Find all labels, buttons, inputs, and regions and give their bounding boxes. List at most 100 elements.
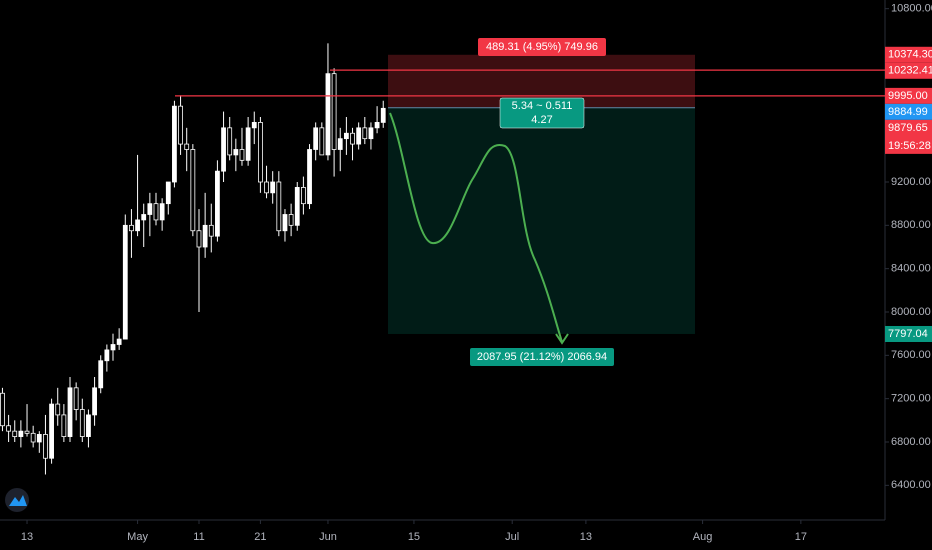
- candle-body: [319, 127, 325, 156]
- candle-body: [331, 73, 337, 150]
- target-label: 2087.95 (21.12%) 2066.94: [477, 351, 607, 363]
- candle-body: [202, 224, 208, 248]
- y-tick-label: 8000.00: [891, 306, 931, 318]
- candle-body: [196, 230, 202, 248]
- candle-body: [79, 409, 85, 437]
- candle-body: [208, 224, 214, 237]
- price-tag: [885, 62, 932, 79]
- candle-body: [251, 122, 257, 129]
- candle-body: [190, 149, 196, 232]
- candle-body: [36, 434, 42, 443]
- candle-body: [110, 344, 116, 351]
- candle-body: [356, 127, 362, 145]
- x-tick-label: May: [127, 531, 148, 543]
- candle-body: [61, 414, 67, 437]
- countdown: 19:56:28: [888, 140, 931, 152]
- candle-body: [135, 219, 140, 232]
- x-tick-label: 13: [580, 531, 592, 543]
- price-tag: [885, 87, 932, 104]
- candle-body: [184, 143, 190, 150]
- candle-body: [276, 181, 282, 232]
- candle-body: [337, 138, 343, 150]
- price-tag: [885, 119, 932, 154]
- candle-body: [122, 224, 128, 340]
- x-tick-label: 17: [795, 531, 807, 543]
- candle-body: [98, 360, 104, 389]
- candle-body: [258, 122, 263, 183]
- y-tick-label: 8800.00: [891, 219, 931, 231]
- candle-body: [104, 349, 110, 362]
- candle-body: [92, 387, 97, 416]
- y-tick-label: 8400.00: [891, 263, 931, 275]
- candle-body: [147, 203, 153, 215]
- candle-body: [343, 132, 349, 140]
- candle-body: [73, 387, 79, 410]
- y-tick-label: 6800.00: [891, 436, 931, 448]
- x-tick-label: Aug: [693, 531, 713, 543]
- price-tag-label: 9879.65: [888, 122, 928, 134]
- candle-body: [172, 105, 177, 183]
- candle-body: [159, 203, 165, 221]
- candle-body: [86, 414, 91, 437]
- candle-body: [165, 181, 171, 205]
- y-tick-label: 7600.00: [891, 349, 931, 361]
- candle-body: [362, 127, 368, 140]
- candle-body: [6, 425, 11, 432]
- candle-body: [67, 387, 73, 437]
- price-tag-label: 9995.00: [888, 90, 928, 102]
- candle-body: [24, 430, 30, 434]
- ratio-box: [499, 97, 585, 129]
- candle-body: [49, 403, 54, 459]
- candle-body: [0, 392, 5, 427]
- candle-body: [350, 132, 355, 145]
- candle-body: [18, 430, 24, 437]
- candle-body: [129, 224, 134, 232]
- x-tick-label: 13: [21, 531, 33, 543]
- price-tag-label: 9884.99: [888, 106, 928, 118]
- candle-body: [307, 149, 312, 205]
- x-tick-label: 21: [254, 531, 266, 543]
- candle-body: [30, 432, 36, 443]
- candle-body: [380, 107, 386, 123]
- y-tick-label: 9200.00: [891, 176, 931, 188]
- candle-body: [294, 187, 300, 226]
- candle-body: [264, 181, 269, 194]
- candle-body: [141, 214, 147, 221]
- price-tag: [885, 46, 932, 63]
- y-tick-label: 6400.00: [891, 479, 931, 491]
- candle-body: [116, 338, 122, 345]
- candle-body: [313, 127, 319, 150]
- ratio-label: 5.34 ~ 0.511: [512, 100, 573, 112]
- candle-body: [153, 203, 159, 221]
- candle-body: [233, 149, 239, 156]
- x-tick-label: 11: [193, 531, 204, 543]
- target-zone: [388, 107, 695, 334]
- stop-label-box: [478, 38, 606, 56]
- x-tick-label: Jun: [319, 531, 337, 543]
- candle-body: [221, 127, 226, 172]
- x-tick-label: 15: [408, 531, 420, 543]
- candle-body: [43, 434, 48, 459]
- stop-label: 489.31 (4.95%) 749.96: [486, 41, 598, 53]
- candle-body: [245, 127, 251, 161]
- candle-body: [227, 127, 233, 156]
- candle-body: [300, 187, 306, 205]
- price-tag-label: 10232.41: [888, 65, 932, 77]
- x-tick-label: Jul: [505, 531, 519, 543]
- price-tag: [885, 103, 932, 120]
- target-label-box: [470, 348, 614, 366]
- y-tick-label: 10800.00: [891, 3, 932, 15]
- candle-body: [288, 214, 294, 226]
- price-tag-label: 10374.30: [888, 49, 932, 61]
- candle-body: [374, 122, 380, 129]
- price-tag: [885, 325, 932, 342]
- candle-body: [282, 214, 288, 232]
- logo: [5, 488, 29, 512]
- candle-body: [178, 105, 183, 145]
- candle-body: [55, 403, 61, 416]
- y-tick-label: 7200.00: [891, 393, 931, 405]
- drawn-arrow: [555, 333, 569, 345]
